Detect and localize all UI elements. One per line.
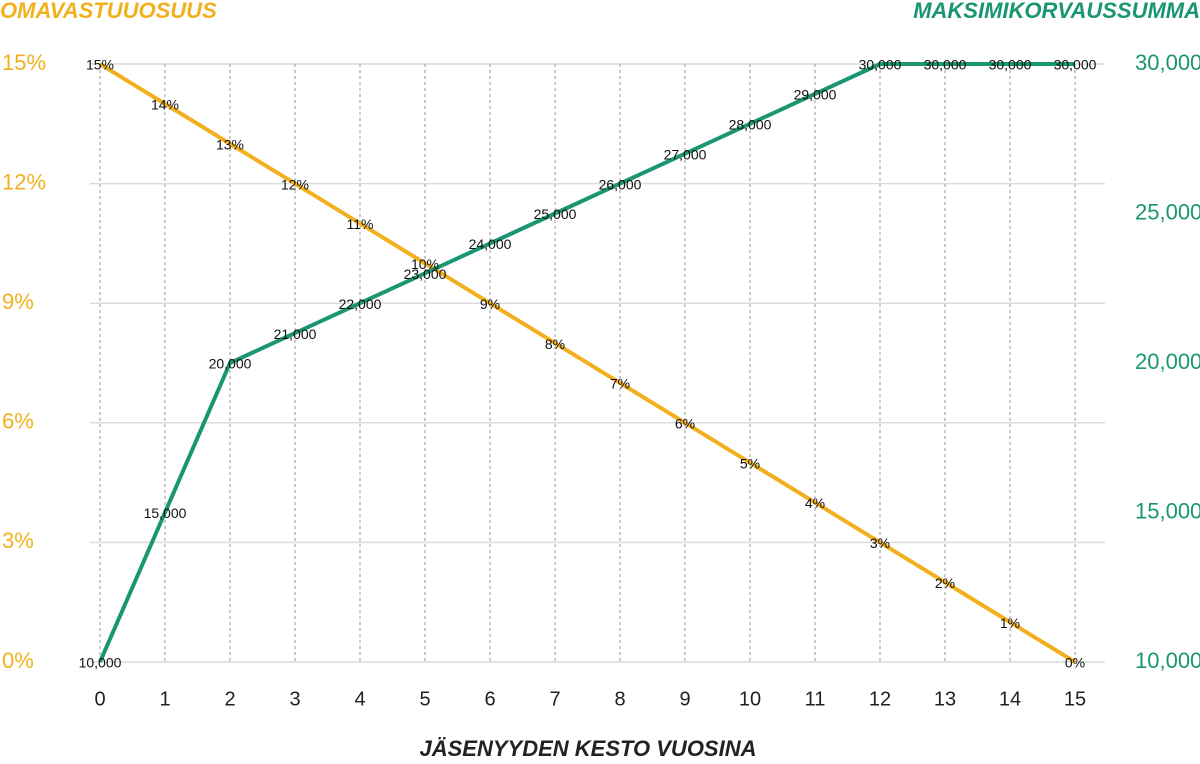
data-label: 30,000 xyxy=(924,57,967,73)
data-label: 27,000 xyxy=(664,146,707,162)
data-label: 7% xyxy=(610,376,630,392)
y-tick-label: 0% xyxy=(2,648,34,673)
data-label: 10,000 xyxy=(79,655,122,671)
series-line xyxy=(98,62,1075,663)
data-label: 12% xyxy=(281,176,309,192)
series-line xyxy=(98,62,1077,664)
x-axis-title: JÄSENYYDEN KESTO VUOSINA xyxy=(419,736,756,761)
x-tick-label: 9 xyxy=(679,688,690,710)
data-label: 13% xyxy=(216,136,244,152)
data-label: 30,000 xyxy=(1054,57,1097,73)
x-tick-label: 6 xyxy=(484,688,495,710)
data-label: 30,000 xyxy=(859,57,902,73)
data-label: 8% xyxy=(545,336,565,352)
data-label: 21,000 xyxy=(274,326,317,342)
data-label: 26,000 xyxy=(599,176,642,192)
data-label: 29,000 xyxy=(794,87,837,103)
data-label: 11% xyxy=(347,216,374,232)
data-label: 10% xyxy=(411,256,439,272)
y-tick-label: 9% xyxy=(2,289,34,314)
data-label: 22,000 xyxy=(339,296,382,312)
data-label: 20,000 xyxy=(209,356,252,372)
x-tick-label: 12 xyxy=(869,688,891,710)
x-tick-label: 2 xyxy=(224,688,235,710)
x-tick-label: 14 xyxy=(999,688,1021,710)
x-tick-label: 7 xyxy=(549,688,560,710)
data-label: 3% xyxy=(870,535,890,551)
y-tick-label: 12% xyxy=(2,169,46,194)
data-label: 5% xyxy=(740,455,760,471)
y2-tick-label: 30,000 xyxy=(1135,50,1200,75)
data-label: 2% xyxy=(935,575,955,591)
y2-tick-label: 25,000 xyxy=(1135,199,1200,224)
data-label: 15,000 xyxy=(144,505,187,521)
y-axis-title: OMAVASTUUOSUUS xyxy=(0,0,217,23)
x-tick-label: 11 xyxy=(805,688,826,710)
data-label: 6% xyxy=(675,416,695,432)
data-label: 23,000 xyxy=(404,266,447,282)
x-tick-label: 5 xyxy=(419,688,430,710)
x-tick-label: 13 xyxy=(934,688,956,710)
data-label: 30,000 xyxy=(989,57,1032,73)
data-label: 14% xyxy=(151,97,179,113)
y-tick-label: 3% xyxy=(2,528,34,553)
data-label: 24,000 xyxy=(469,236,512,252)
y2-tick-label: 10,000 xyxy=(1135,648,1200,673)
y2-tick-label: 15,000 xyxy=(1135,498,1200,523)
x-tick-label: 0 xyxy=(94,688,105,710)
data-label: 15% xyxy=(86,57,114,73)
y-tick-label: 15% xyxy=(2,50,46,75)
x-tick-label: 10 xyxy=(739,688,761,710)
data-label: 28,000 xyxy=(729,117,772,133)
y2-axis-title: MAKSIMIKORVAUSSUMMA xyxy=(913,0,1200,23)
x-tick-label: 4 xyxy=(354,688,365,710)
x-tick-label: 3 xyxy=(289,688,300,710)
x-tick-label: 1 xyxy=(159,688,170,710)
data-label: 25,000 xyxy=(534,206,577,222)
y-tick-label: 6% xyxy=(2,409,34,434)
data-label: 9% xyxy=(480,296,500,312)
data-label: 4% xyxy=(805,495,825,511)
data-label: 1% xyxy=(1000,615,1020,631)
data-label: 0% xyxy=(1065,655,1085,671)
x-tick-label: 8 xyxy=(614,688,625,710)
x-tick-label: 15 xyxy=(1064,688,1086,710)
y2-tick-label: 20,000 xyxy=(1135,349,1200,374)
